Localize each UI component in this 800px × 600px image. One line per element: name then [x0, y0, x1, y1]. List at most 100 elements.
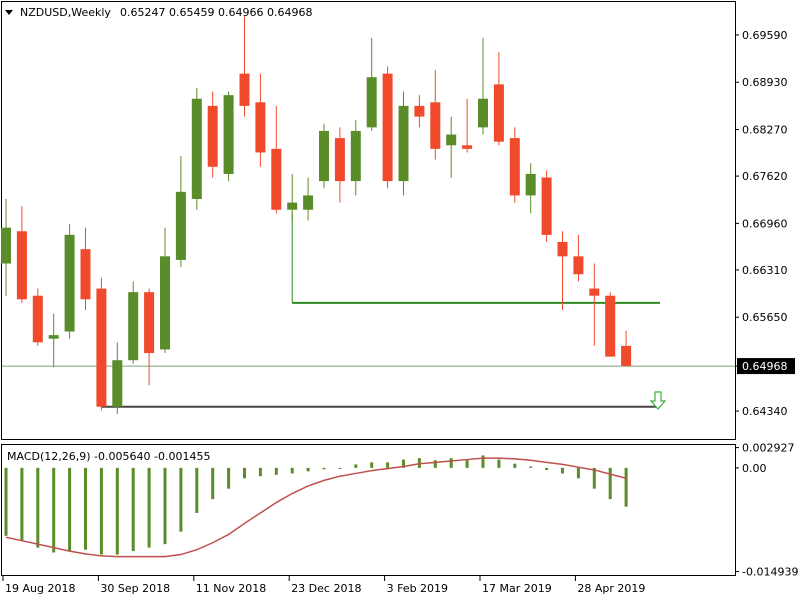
- macd-histogram-bar: [4, 467, 8, 536]
- candle-body: [48, 335, 59, 339]
- price-tick-label: 0.68930: [742, 76, 788, 89]
- macd-histogram-bar: [36, 467, 40, 548]
- macd-histogram-bar: [115, 467, 119, 555]
- candle-body: [16, 231, 27, 300]
- macd-histogram-bar: [465, 460, 469, 468]
- macd-histogram-bar: [179, 467, 183, 532]
- candle-body: [589, 288, 600, 296]
- macd-histogram-bar: [163, 467, 167, 545]
- candle-body: [478, 98, 488, 128]
- candle-body: [287, 202, 298, 210]
- macd-histogram-bar: [131, 467, 135, 552]
- symbol-label: NZDUSD,Weekly: [20, 6, 111, 19]
- candle-body: [573, 256, 584, 275]
- date-tick-label: 3 Feb 2019: [387, 582, 448, 595]
- candle-body: [144, 292, 155, 354]
- macd-histogram-bar: [497, 459, 501, 468]
- candle-body: [493, 84, 504, 142]
- candle-body: [541, 177, 552, 235]
- date-tick-label: 11 Nov 2018: [196, 582, 266, 595]
- candle-body: [621, 345, 632, 366]
- candle-body: [557, 241, 568, 257]
- candle-body: [255, 102, 266, 153]
- price-tick-label: 0.66310: [742, 264, 788, 277]
- price-panel-border: [1, 1, 736, 440]
- candle-body: [382, 73, 393, 182]
- macd-histogram-bar: [338, 467, 342, 469]
- price-tick-label: 0.68270: [742, 124, 788, 137]
- macd-label: MACD(12,26,9) -0.005640 -0.001455: [7, 450, 210, 463]
- candle-body: [128, 292, 139, 361]
- macd-histogram-bar: [608, 467, 612, 500]
- macd-layer: [4, 455, 628, 558]
- candle-body: [239, 73, 250, 106]
- candle-body: [319, 130, 329, 182]
- axis-layer: 0.69590 0.68930 0.68270 0.67620 0.66960 0.663…: [2, 29, 798, 595]
- macd-histogram-bar: [386, 462, 390, 468]
- candle-body: [525, 173, 536, 196]
- macd-histogram-bar: [592, 467, 596, 489]
- macd-histogram-bar: [576, 467, 580, 479]
- price-tick-label: 0.69590: [742, 29, 788, 42]
- candle-body: [509, 138, 520, 196]
- candle-body: [223, 95, 234, 174]
- dropdown-triangle-icon[interactable]: [5, 10, 13, 15]
- candle-body: [112, 360, 123, 407]
- macd-histogram-bar: [195, 467, 199, 513]
- macd-signal-line: [5, 457, 627, 558]
- price-layer: [1, 16, 735, 414]
- candle-body: [64, 234, 75, 332]
- candle-body: [350, 130, 361, 182]
- candle-body: [303, 195, 314, 210]
- candle-body: [96, 288, 107, 407]
- macd-histogram-bar: [227, 467, 231, 489]
- ohlc-values: 0.65247 0.65459 0.64966 0.64968: [120, 6, 312, 19]
- price-tick-label: 0.66960: [742, 217, 788, 230]
- price-tick-label: 0.67620: [742, 170, 788, 183]
- macd-panel-border: [1, 444, 736, 576]
- date-tick-label: 30 Sep 2018: [100, 582, 170, 595]
- macd-histogram-bar: [354, 464, 358, 468]
- macd-tick-label: 0.00: [742, 462, 767, 475]
- macd-tick-label: -0.014939: [742, 565, 798, 578]
- candle-body: [366, 77, 377, 128]
- candle-body: [462, 145, 473, 149]
- macd-histogram-bar: [243, 467, 246, 479]
- price-tick-label: 0.65650: [742, 311, 788, 324]
- macd-histogram-bar: [211, 467, 215, 500]
- macd-tick-label: 0.002927: [742, 442, 795, 455]
- macd-histogram-bar: [306, 467, 310, 472]
- date-tick-label: 19 Aug 2018: [5, 582, 75, 595]
- macd-histogram-bar: [52, 467, 56, 553]
- macd-histogram-bar: [529, 466, 533, 468]
- date-tick-label: 28 Apr 2019: [577, 582, 645, 595]
- sell-arrow-icon[interactable]: [649, 391, 667, 410]
- macd-histogram-bar: [322, 467, 326, 470]
- candle-body: [605, 295, 616, 357]
- macd-histogram-bar: [99, 467, 103, 555]
- macd-histogram-bar: [147, 467, 151, 548]
- macd-histogram-bar: [513, 463, 517, 468]
- candle-body: [80, 249, 91, 300]
- candle-body: [160, 256, 170, 350]
- macd-histogram-bar: [20, 467, 24, 541]
- macd-histogram-bar: [624, 467, 628, 507]
- macd-histogram-bar: [545, 467, 549, 470]
- candle-body: [175, 191, 186, 260]
- candle-body: [271, 148, 282, 210]
- candle-body: [414, 105, 425, 117]
- candle-body: [446, 134, 457, 146]
- macd-histogram-bar: [84, 467, 87, 550]
- current-price-tick-label: 0.64968: [742, 360, 788, 373]
- candle-body: [430, 102, 441, 149]
- macd-histogram-bar: [561, 467, 564, 474]
- candle-body: [207, 105, 218, 167]
- macd-histogram-bar: [433, 460, 437, 468]
- date-tick-label: 17 Mar 2019: [482, 582, 552, 595]
- price-tick-label: 0.64340: [742, 405, 788, 418]
- date-tick-label: 23 Dec 2018: [291, 582, 361, 595]
- macd-histogram-bar: [370, 462, 374, 468]
